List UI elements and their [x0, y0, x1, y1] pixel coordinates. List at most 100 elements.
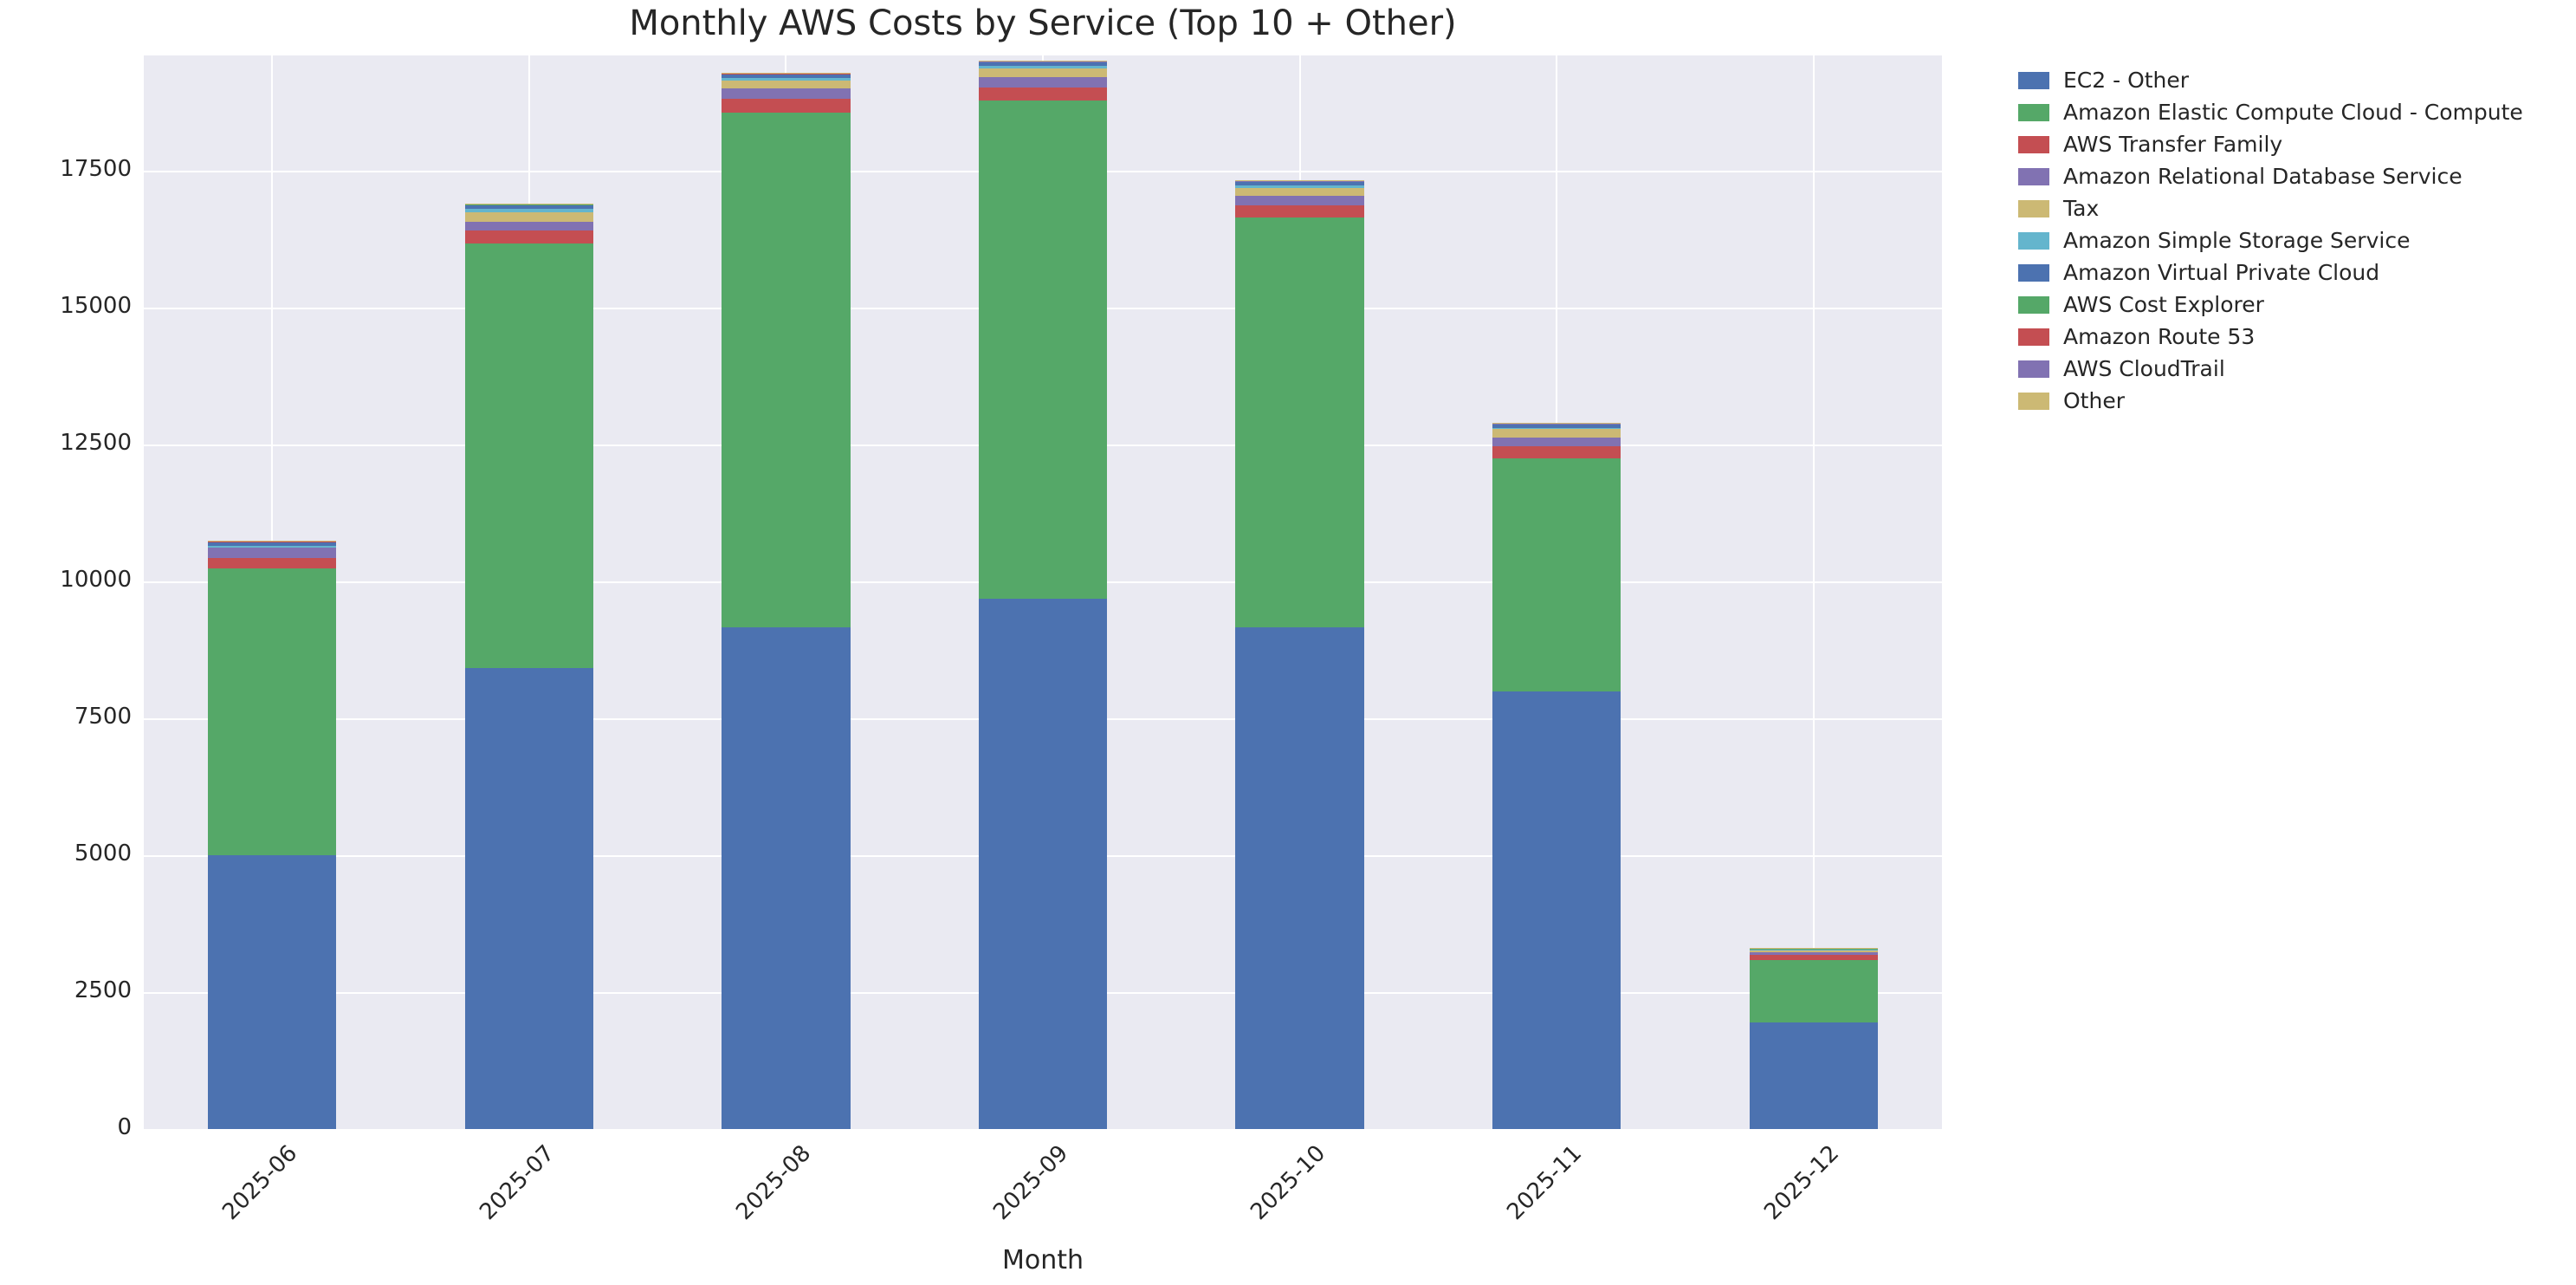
- bar-segment[interactable]: [464, 209, 593, 213]
- y-tick-label: 0: [117, 1114, 132, 1140]
- bar-segment[interactable]: [1749, 954, 1878, 960]
- bar-segment[interactable]: [464, 222, 593, 230]
- legend-item[interactable]: Tax: [2018, 192, 2555, 224]
- bar-segment[interactable]: [208, 545, 337, 548]
- bar-segment[interactable]: [464, 212, 593, 223]
- bar-stack[interactable]: [978, 61, 1108, 1129]
- x-axis-label: Month: [1001, 1245, 1084, 1275]
- bar-segment[interactable]: [1235, 181, 1364, 182]
- bar-segment[interactable]: [722, 112, 851, 627]
- bar-segment[interactable]: [1749, 952, 1878, 955]
- legend-item[interactable]: AWS Transfer Family: [2018, 128, 2555, 160]
- bar-segment[interactable]: [722, 626, 851, 1129]
- bar-segment[interactable]: [1492, 424, 1621, 428]
- legend-swatch-icon: [2018, 71, 2049, 89]
- legend-swatch-icon: [2018, 103, 2049, 121]
- legend-swatch-icon: [2018, 295, 2049, 314]
- legend-item[interactable]: EC2 - Other: [2018, 64, 2555, 96]
- legend-item[interactable]: AWS Cost Explorer: [2018, 289, 2555, 321]
- legend-swatch-icon: [2018, 360, 2049, 378]
- legend-item-label: Amazon Simple Storage Service: [2063, 228, 2411, 253]
- legend-item[interactable]: Amazon Elastic Compute Cloud - Compute: [2018, 96, 2555, 128]
- bar-segment[interactable]: [464, 204, 593, 209]
- legend-item[interactable]: Amazon Relational Database Service: [2018, 160, 2555, 192]
- bar-segment[interactable]: [1492, 429, 1621, 438]
- legend-item[interactable]: Other: [2018, 385, 2555, 417]
- bar-segment[interactable]: [208, 547, 337, 558]
- bar-segment[interactable]: [722, 81, 851, 88]
- legend-swatch-icon: [2018, 231, 2049, 250]
- bar-segment[interactable]: [464, 667, 593, 1129]
- bar-stack[interactable]: [1492, 423, 1621, 1129]
- y-tick-label: 7500: [74, 703, 132, 730]
- legend-swatch-icon: [2018, 199, 2049, 217]
- bar-segment[interactable]: [722, 98, 851, 113]
- legend-item-label: Tax: [2063, 196, 2100, 221]
- legend-item-label: Other: [2063, 388, 2125, 413]
- bar-segment[interactable]: [1749, 950, 1878, 953]
- legend-swatch-icon: [2018, 328, 2049, 346]
- bar-segment[interactable]: [1235, 181, 1364, 186]
- y-tick-label: 15000: [60, 292, 132, 319]
- page-title: Monthly AWS Costs by Service (Top 10 + O…: [629, 3, 1457, 43]
- bar-stack[interactable]: [1235, 180, 1364, 1129]
- bar-segment[interactable]: [1492, 427, 1621, 430]
- bar-segment[interactable]: [464, 204, 593, 205]
- y-tick-label: 17500: [60, 155, 132, 182]
- legend-item-label: Amazon Virtual Private Cloud: [2063, 260, 2380, 285]
- bar-segment[interactable]: [1492, 458, 1621, 691]
- bar-segment[interactable]: [722, 74, 851, 79]
- legend-item[interactable]: AWS CloudTrail: [2018, 353, 2555, 385]
- bar-segment[interactable]: [978, 599, 1108, 1129]
- bar-segment[interactable]: [722, 78, 851, 81]
- bar-stack[interactable]: [722, 73, 851, 1129]
- bar-segment[interactable]: [1235, 217, 1364, 627]
- y-tick-label: 10000: [60, 566, 132, 593]
- legend-item-label: AWS Transfer Family: [2063, 132, 2283, 157]
- bar-segment[interactable]: [1749, 949, 1878, 951]
- y-tick-label: 12500: [60, 429, 132, 456]
- legend-swatch-icon: [2018, 392, 2049, 410]
- bar-segment[interactable]: [978, 87, 1108, 101]
- bar-segment[interactable]: [1235, 187, 1364, 196]
- bar-segment[interactable]: [208, 568, 337, 855]
- legend-swatch-icon: [2018, 263, 2049, 282]
- bar-segment[interactable]: [1235, 626, 1364, 1129]
- legend-item[interactable]: Amazon Virtual Private Cloud: [2018, 256, 2555, 289]
- bar-stack[interactable]: [208, 541, 337, 1129]
- legend-item[interactable]: Amazon Route 53: [2018, 321, 2555, 353]
- legend-item-label: AWS CloudTrail: [2063, 356, 2225, 381]
- bar-segment[interactable]: [722, 88, 851, 99]
- bar-segment[interactable]: [1492, 691, 1621, 1129]
- bar-segment[interactable]: [978, 68, 1108, 77]
- bar-segment[interactable]: [978, 62, 1108, 67]
- bar-segment[interactable]: [1749, 948, 1878, 950]
- y-tick-label: 2500: [74, 977, 132, 1003]
- bar-segment[interactable]: [1235, 204, 1364, 218]
- bar-segment[interactable]: [978, 76, 1108, 88]
- bar-segment[interactable]: [1749, 959, 1878, 1023]
- legend-item-label: Amazon Route 53: [2063, 324, 2256, 349]
- bar-segment[interactable]: [208, 854, 337, 1129]
- gridline-vertical: [1812, 55, 1815, 1129]
- legend-item-label: EC2 - Other: [2063, 68, 2190, 93]
- bar-segment[interactable]: [464, 243, 593, 668]
- bar-segment[interactable]: [1492, 424, 1621, 425]
- bar-segment[interactable]: [722, 74, 851, 75]
- bar-stack[interactable]: [1749, 948, 1878, 1129]
- bar-segment[interactable]: [978, 66, 1108, 69]
- bar-stack[interactable]: [464, 203, 593, 1129]
- legend-swatch-icon: [2018, 135, 2049, 153]
- bar-segment[interactable]: [1235, 185, 1364, 188]
- bar-segment[interactable]: [208, 542, 337, 546]
- bar-segment[interactable]: [1492, 437, 1621, 446]
- bar-segment[interactable]: [1749, 1022, 1878, 1129]
- legend-item[interactable]: Amazon Simple Storage Service: [2018, 224, 2555, 256]
- bar-segment[interactable]: [464, 230, 593, 243]
- bar-segment[interactable]: [208, 557, 337, 569]
- bar-segment[interactable]: [1492, 445, 1621, 459]
- bar-segment[interactable]: [978, 100, 1108, 600]
- bar-segment[interactable]: [1235, 195, 1364, 205]
- legend-item-label: AWS Cost Explorer: [2063, 292, 2264, 317]
- legend-swatch-icon: [2018, 167, 2049, 185]
